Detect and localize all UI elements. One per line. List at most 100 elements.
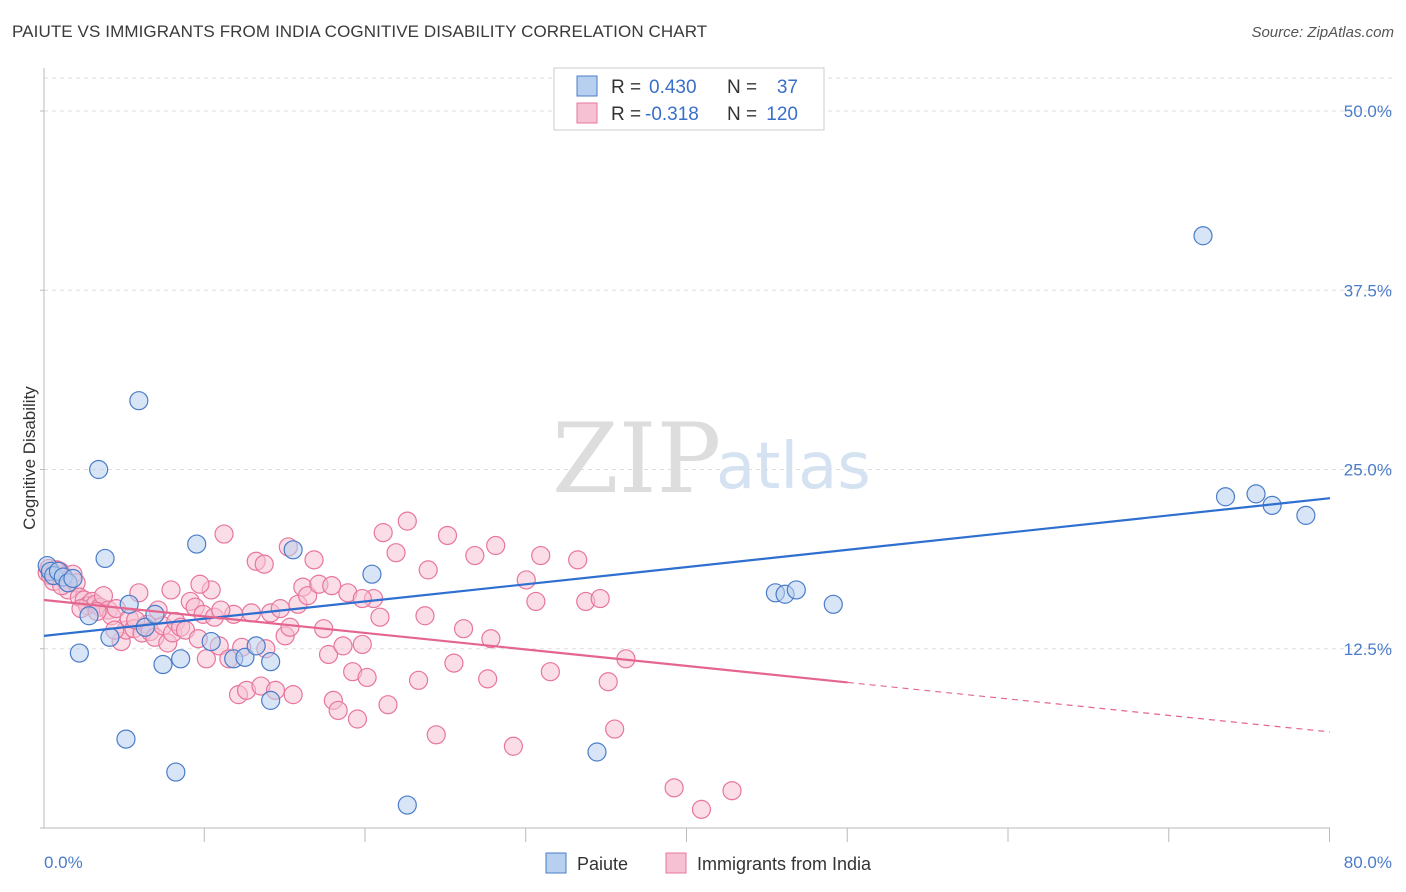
data-point xyxy=(328,700,348,721)
data-point xyxy=(352,634,372,655)
data-point xyxy=(397,511,417,531)
data-point xyxy=(453,619,474,639)
y-tick-label: 37.5% xyxy=(1344,281,1392,300)
data-point xyxy=(408,670,429,690)
data-point xyxy=(261,690,281,710)
data-point xyxy=(691,799,712,819)
data-point xyxy=(352,588,372,609)
data-point xyxy=(605,719,625,739)
legend-r-label-india: R = xyxy=(611,104,641,125)
data-point xyxy=(153,654,173,675)
legend: R = 0.430 N = 37 R = -0.318 N = 120 xyxy=(553,67,825,131)
data-point xyxy=(418,560,438,580)
data-point xyxy=(100,627,120,647)
data-point xyxy=(283,685,303,705)
data-point xyxy=(261,652,281,672)
data-point xyxy=(1246,484,1266,504)
data-point xyxy=(145,604,165,624)
data-point xyxy=(161,580,181,600)
y-tick-label: 50.0% xyxy=(1344,102,1392,121)
data-point xyxy=(129,391,149,411)
data-point xyxy=(322,576,342,596)
bottom-legend-label-india: Immigrants from India xyxy=(697,854,872,874)
data-point xyxy=(587,742,607,762)
data-point xyxy=(95,548,115,569)
data-point xyxy=(437,525,458,546)
data-point xyxy=(426,725,446,745)
data-point xyxy=(347,709,368,729)
source-note: Source: ZipAtlas.com xyxy=(1251,24,1394,41)
trend-line-paiute xyxy=(43,497,1331,637)
data-point xyxy=(378,695,398,715)
bottom-legend-swatch-paiute xyxy=(545,852,567,874)
y-axis-ticks: 12.5% 25.0% 37.5% 50.0% xyxy=(40,102,1392,829)
data-point xyxy=(63,568,83,589)
trend-line-india xyxy=(43,598,848,684)
data-point xyxy=(280,617,300,637)
data-point xyxy=(823,594,843,614)
data-point xyxy=(397,795,417,815)
data-point xyxy=(119,594,139,614)
bottom-legend-label-paiute: Paiute xyxy=(577,854,628,874)
data-point xyxy=(598,672,618,692)
data-point xyxy=(531,545,551,566)
data-point xyxy=(270,599,290,619)
data-point xyxy=(516,570,536,590)
data-point xyxy=(444,653,464,673)
data-point xyxy=(786,580,806,600)
data-point xyxy=(362,564,382,584)
legend-box xyxy=(553,67,825,131)
legend-r-label-paiute: R = xyxy=(611,77,641,98)
data-point xyxy=(116,729,136,749)
legend-r-value-india: -0.318 xyxy=(645,104,699,125)
bottom-legend-swatch-india xyxy=(665,852,687,874)
x-tick-label-min: 0.0% xyxy=(44,853,83,872)
legend-r-value-paiute: 0.430 xyxy=(649,77,697,98)
chart-title: PAIUTE VS IMMIGRANTS FROM INDIA COGNITIV… xyxy=(12,22,708,41)
data-point xyxy=(722,781,742,801)
data-point xyxy=(357,667,377,688)
series-india-points xyxy=(37,511,742,819)
data-point xyxy=(386,543,406,563)
y-tick-label: 25.0% xyxy=(1344,461,1392,480)
data-point xyxy=(69,643,89,663)
data-point xyxy=(318,644,339,665)
data-point xyxy=(1193,226,1213,246)
data-point xyxy=(201,631,221,652)
data-point xyxy=(235,647,255,667)
data-point xyxy=(298,586,318,606)
data-point xyxy=(568,550,588,570)
watermark-zip: ZIP xyxy=(552,403,721,515)
data-point xyxy=(187,534,207,554)
data-point xyxy=(478,669,498,689)
trend-lines xyxy=(43,497,1331,733)
data-point xyxy=(190,574,210,594)
data-point xyxy=(135,617,155,637)
data-point xyxy=(79,606,99,626)
legend-n-label-india: N = xyxy=(727,104,757,125)
data-point xyxy=(503,736,523,756)
legend-n-value-paiute: 37 xyxy=(777,77,798,98)
watermark-atlas: atlas xyxy=(716,430,871,504)
data-point xyxy=(304,550,324,570)
data-point xyxy=(333,636,353,656)
data-point xyxy=(283,540,303,560)
legend-swatch-paiute xyxy=(576,75,598,97)
legend-n-label-paiute: N = xyxy=(727,77,757,98)
data-point xyxy=(89,459,109,480)
data-point xyxy=(590,588,610,609)
y-axis-label: Cognitive Disability xyxy=(20,386,39,530)
data-point xyxy=(246,636,266,656)
data-point xyxy=(465,545,485,566)
data-point xyxy=(254,554,274,574)
data-point xyxy=(1215,487,1236,507)
x-tick-label-max: 80.0% xyxy=(1344,853,1392,872)
trend-line-india-extension xyxy=(847,681,1331,733)
data-point xyxy=(373,523,393,543)
x-axis-ticks xyxy=(203,828,1330,842)
watermark: ZIP atlas xyxy=(552,403,871,515)
data-point xyxy=(664,778,684,798)
data-point xyxy=(481,629,501,649)
data-point xyxy=(415,606,435,626)
